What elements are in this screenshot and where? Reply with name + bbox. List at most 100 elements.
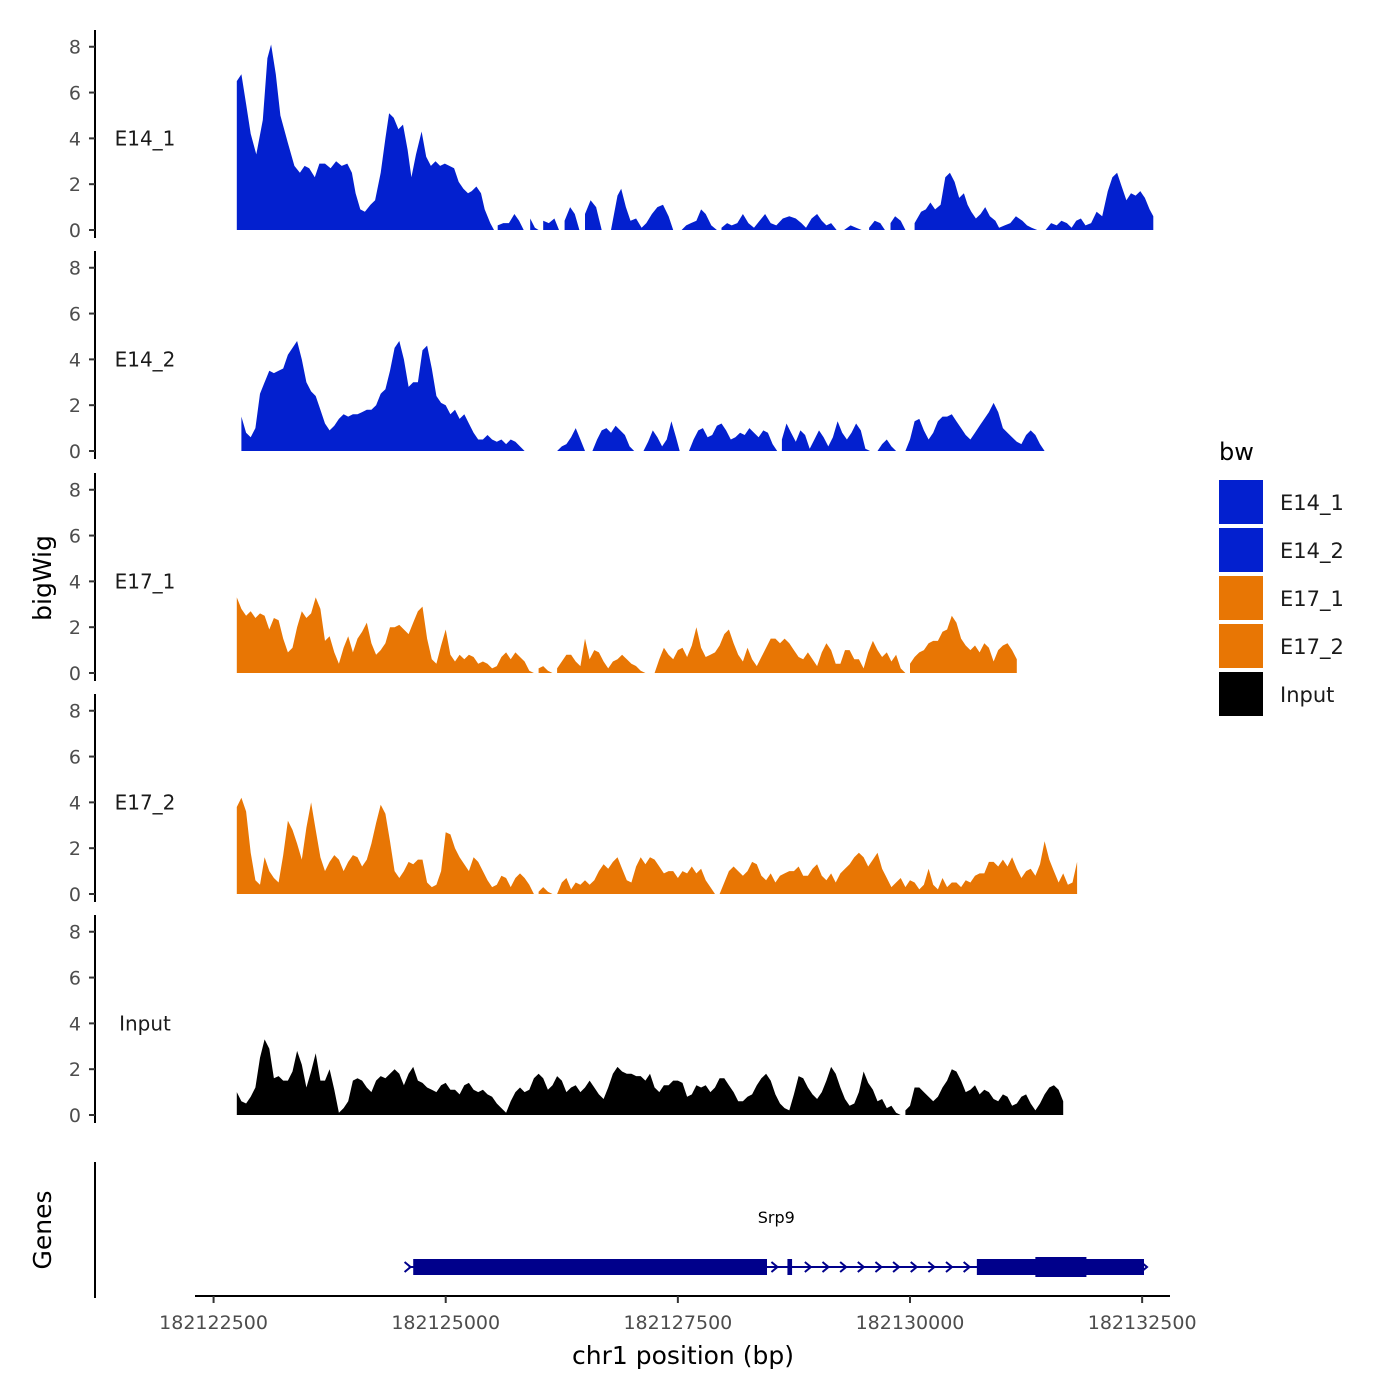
genes-track: Srp9 [94,1162,1149,1298]
coverage-area [719,841,1078,894]
x-tick-label: 182125000 [391,1312,500,1334]
y-tick-label: 6 [69,968,81,990]
legend-swatch [1219,576,1263,620]
y-tick-label: 0 [69,884,81,906]
track-e17-2: 0 2 4 6 8 E17_2 [69,694,1078,906]
coverage-area [564,207,580,230]
gene-strand-arrow [874,1261,883,1273]
y-tick-label: 6 [69,747,81,769]
coverage-area [557,638,646,673]
coverage-area [877,439,897,451]
y-tick-label: 2 [69,174,81,196]
y-tick-label: 2 [69,838,81,860]
gene-strand-arrow [892,1261,901,1273]
coverage-tracks: 0 2 4 6 8 E14_1 0 2 4 6 8 E14_2 0 2 4 6 8 E17_1 0 2 4 6 8 E17_2… [69,30,1154,1127]
coverage-area [905,402,1045,451]
coverage-area [530,218,539,230]
coverage-area [592,425,635,451]
y-tick-label: 6 [69,304,81,326]
legend-swatch [1219,480,1263,524]
x-tick-label: 182132500 [1088,1312,1197,1334]
coverage-area [557,428,585,451]
track-label: E14_2 [115,347,176,371]
track-label: E17_1 [115,569,176,593]
track-e17-1: 0 2 4 6 8 E17_1 [69,473,1017,685]
coverage-area [557,857,715,894]
x-axis: 182122500 182125000 182127500 182130000 1821… [159,1295,1197,1334]
y-tick-label: 2 [69,395,81,417]
legend: bw E14_1 E14_2 E17_1 E17_2 Input [1219,438,1344,716]
x-tick-label: 182122500 [159,1312,268,1334]
gene-strand-arrow [403,1261,413,1273]
gene-strand-arrow [910,1261,919,1273]
x-tick-label: 182127500 [623,1312,732,1334]
track-label: E17_2 [115,790,176,814]
legend-label: E14_1 [1280,491,1344,516]
x-axis-title: chr1 position (bp) [572,1341,794,1370]
coverage-area [654,627,906,673]
y-tick-label: 8 [69,480,81,502]
y-tick-label: 2 [69,1059,81,1081]
gene-name-label: Srp9 [758,1208,795,1227]
track-label: E14_1 [115,126,176,150]
coverage-area [236,1039,901,1115]
coverage-area [585,200,602,230]
gene-strand-arrow [927,1261,936,1273]
y-tick-label: 4 [69,349,81,371]
coverage-area [236,597,534,673]
coverage-area [910,615,1017,673]
coverage-area [914,172,1038,230]
coverage-area [681,209,717,230]
coverage-area [905,1069,1064,1115]
y-tick-label: 0 [69,663,81,685]
legend-title: bw [1219,438,1254,466]
y-tick-label: 4 [69,571,81,593]
track-input: 0 2 4 6 8 Input [69,915,1064,1127]
y-tick-label: 6 [69,83,81,105]
coverage-area [543,218,559,230]
gene-strand-arrow [963,1261,972,1273]
gene-strand-arrow [804,1261,813,1273]
y-tick-label: 0 [69,220,81,242]
legend-swatch [1219,528,1263,572]
gene-strand-arrow [821,1261,831,1273]
y-axis-title: bigWig [28,535,57,621]
coverage-area [844,225,862,230]
coverage-area [611,188,674,230]
y-tick-label: 0 [69,1105,81,1127]
y-tick-label: 6 [69,526,81,548]
legend-swatch [1219,624,1263,668]
coverage-area [538,887,553,894]
y-tick-label: 2 [69,617,81,639]
coverage-area [538,666,553,673]
gene-strand-arrow [857,1261,866,1273]
y-tick-label: 8 [69,258,81,280]
legend-label: Input [1280,683,1334,707]
coverage-area [241,341,525,451]
y-tick-label: 4 [69,792,81,814]
coverage-area [890,216,906,230]
y-tick-label: 0 [69,441,81,463]
y-tick-label: 4 [69,1013,81,1035]
y-tick-label: 8 [69,922,81,944]
coverage-area [643,421,680,451]
legend-swatch [1219,672,1263,716]
track-e14-1: 0 2 4 6 8 E14_1 [69,30,1154,242]
coverage-area [236,797,534,894]
x-tick-label: 182130000 [856,1312,965,1334]
y-tick-label: 8 [69,701,81,723]
track-e14-2: 0 2 4 6 8 E14_2 [69,251,1045,463]
y-tick-label: 4 [69,128,81,150]
y-tick-label: 8 [69,37,81,59]
coverage-area [497,214,524,230]
legend-label: E17_2 [1280,635,1344,660]
coverage-area [869,220,885,230]
gene-strand-arrow [839,1261,848,1273]
gene-strand-arrow [945,1261,954,1273]
legend-label: E17_1 [1280,587,1344,612]
gene-exon [787,1259,793,1275]
track-label: Input [119,1011,171,1035]
gene-strand-arrow [1140,1261,1149,1273]
gene-exon [413,1259,767,1275]
